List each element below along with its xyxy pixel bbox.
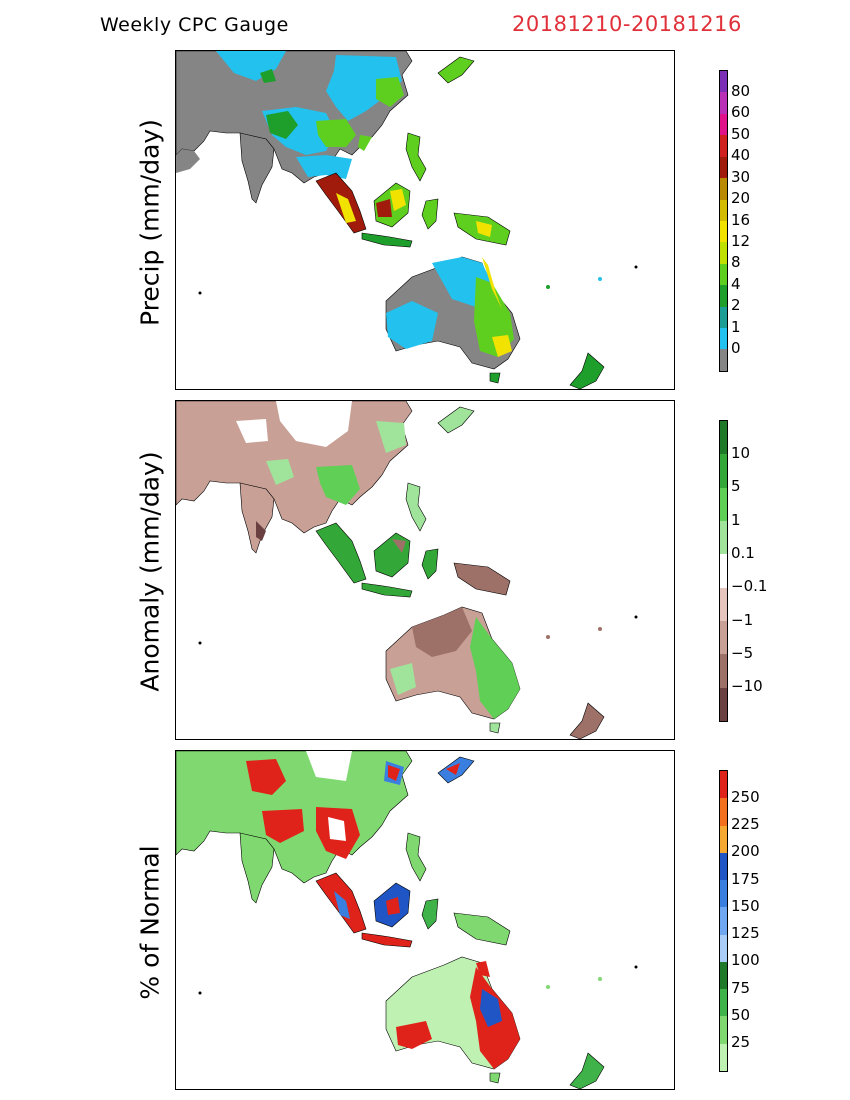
colorbar-tick-label: 20	[731, 189, 751, 208]
colorbar-tick-label: −10	[731, 677, 763, 696]
percent-normal-map-graphic	[176, 751, 638, 1089]
colorbar-tick-label: 50	[731, 1005, 751, 1024]
colorbar-tick-label: 150	[731, 896, 760, 915]
anomaly-map	[175, 400, 675, 740]
colorbar-segment	[720, 880, 727, 908]
colorbar-tick-label: −0.1	[731, 577, 768, 596]
colorbar-segment	[720, 554, 727, 588]
anomaly-map-graphic	[176, 401, 638, 739]
colorbar-tick-label: 10	[731, 443, 751, 462]
colorbar-segment	[720, 156, 727, 179]
colorbar-tick-label: 100	[731, 951, 760, 970]
colorbar-segment	[720, 989, 727, 1017]
colorbar-segment	[720, 907, 727, 935]
colorbar-segment	[720, 654, 727, 688]
colorbar-segment	[720, 961, 727, 990]
colorbar-tick-label: 200	[731, 842, 760, 861]
colorbar-tick-label: 0.1	[731, 543, 755, 562]
colorbar-tick-label: 250	[731, 787, 760, 806]
map-title: Weekly CPC Gauge	[100, 14, 289, 36]
colorbar-segment	[720, 487, 727, 521]
colorbar-segment	[720, 771, 727, 799]
panel-label-percent-normal: % of Normal	[135, 845, 165, 1000]
colorbar-tick-label: 4	[731, 274, 741, 293]
colorbar-segment	[720, 687, 727, 721]
colorbar-tick-label: 40	[731, 146, 751, 165]
colorbar-segment	[720, 306, 727, 329]
colorbar-segment	[720, 1016, 727, 1044]
colorbar-tick-label: 2	[731, 296, 741, 315]
colorbar-segment	[720, 520, 727, 555]
colorbar-segment	[720, 328, 727, 350]
colorbar-segment	[720, 113, 727, 136]
colorbar-segment	[720, 199, 727, 221]
colorbar-tick-label: 1	[731, 510, 741, 529]
colorbar-tick-label: 25	[731, 1033, 751, 1052]
colorbar-segment	[720, 421, 727, 455]
colorbar-tick-label: 75	[731, 978, 751, 997]
colorbar-segment	[720, 349, 727, 371]
colorbar-segment	[720, 135, 727, 157]
colorbar-segment	[720, 852, 727, 881]
colorbar-segment	[720, 798, 727, 826]
colorbar-tick-label: 125	[731, 924, 760, 943]
anomaly-colorbar	[719, 420, 728, 722]
precip-map-graphic	[176, 51, 638, 389]
colorbar-segment	[720, 285, 727, 307]
colorbar-segment	[720, 620, 727, 655]
colorbar-segment	[720, 220, 727, 243]
colorbar-tick-label: 8	[731, 253, 741, 272]
precip-colorbar	[719, 70, 728, 372]
colorbar-tick-label: 16	[731, 210, 751, 229]
colorbar-tick-label: 175	[731, 869, 760, 888]
colorbar-tick-label: −5	[731, 643, 754, 662]
colorbar-segment	[720, 825, 727, 853]
colorbar-tick-label: 1	[731, 317, 741, 336]
panel-label-anomaly: Anomaly (mm/day)	[135, 451, 165, 692]
colorbar-segment	[720, 71, 727, 93]
panel-label-precip: Precip (mm/day)	[135, 119, 165, 326]
colorbar-tick-label: 5	[731, 477, 741, 496]
colorbar-tick-label: 80	[731, 81, 751, 100]
colorbar-segment	[720, 92, 727, 114]
percent-normal-map	[175, 750, 675, 1090]
colorbar-tick-label: 225	[731, 815, 760, 834]
date-range: 20181210-20181216	[512, 12, 742, 36]
colorbar-tick-label: 30	[731, 167, 751, 186]
percent-normal-colorbar	[719, 770, 728, 1072]
colorbar-segment	[720, 242, 727, 264]
colorbar-segment	[720, 454, 727, 488]
colorbar-segment	[720, 178, 727, 200]
colorbar-tick-label: −1	[731, 610, 754, 629]
colorbar-segment	[720, 934, 727, 962]
colorbar-tick-label: 0	[731, 339, 741, 358]
colorbar-segment	[720, 1043, 727, 1071]
colorbar-segment	[720, 263, 727, 286]
colorbar-segment	[720, 587, 727, 621]
colorbar-tick-label: 12	[731, 231, 751, 250]
colorbar-tick-label: 60	[731, 103, 751, 122]
colorbar-tick-label: 50	[731, 124, 751, 143]
precip-map	[175, 50, 675, 390]
